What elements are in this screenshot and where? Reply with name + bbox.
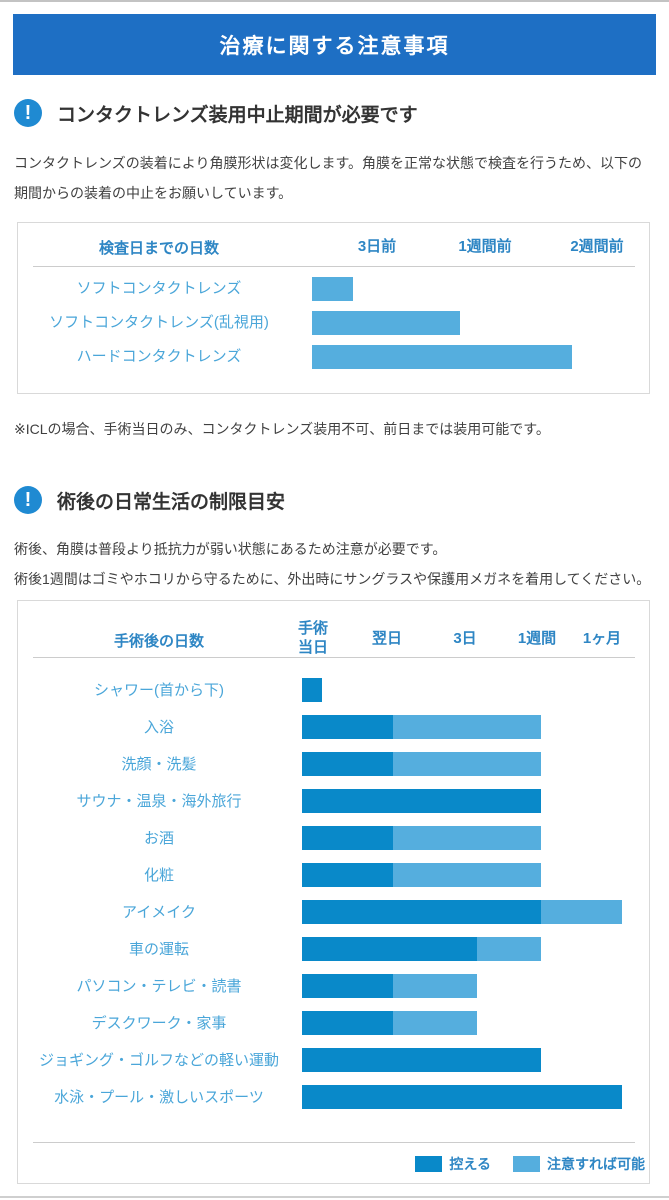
legend-label: 控える [449, 1156, 491, 1172]
caution-bar [393, 863, 541, 887]
row-label: 水泳・プール・激しいスポーツ [54, 1089, 264, 1106]
column-label: 手術 当日 [298, 619, 328, 657]
column-label-line: 翌日 [371, 630, 403, 647]
row-label: ソフトコンタクトレンズ(乱視用) [49, 314, 269, 331]
avoid-bar [302, 789, 541, 813]
exclamation-icon: ! [14, 99, 42, 127]
chart1-rows: ソフトコンタクトレンズソフトコンタクトレンズ(乱視用) ハードコンタクトレンズ [18, 272, 649, 374]
avoid-bar [302, 752, 393, 776]
section-contact-lens-heading: ! コンタクトレンズ装用中止期間が必要です [14, 99, 418, 127]
row-label: 洗顔・洗髪 [121, 756, 197, 773]
column-label-line: 当日 [297, 639, 329, 656]
avoid-bar [302, 1011, 393, 1035]
legend-swatch [415, 1156, 443, 1172]
chart-row: お酒 [18, 820, 649, 857]
chart2-footer-divider [33, 1142, 635, 1143]
page-bottom-border [0, 1196, 669, 1198]
row-label: 入浴 [143, 719, 174, 736]
chart-row: アイメイク [18, 894, 649, 931]
row-label: アイメイク [122, 904, 196, 921]
avoid-bar [302, 826, 393, 850]
row-label: サウナ・温泉・海外旅行 [76, 793, 242, 810]
body-line: 術後、角膜は普段より抵抗力が弱い状態にあるため注意が必要です。 [14, 541, 447, 557]
avoid-bar [302, 1085, 622, 1109]
caution-bar [393, 974, 477, 998]
legend-item: 控える [415, 1154, 491, 1174]
chart2-rows: シャワー(首から下) 入浴洗顔・洗髪サウナ・温泉・海外旅行 お酒化粧アイメイク車の運… [18, 672, 649, 1116]
avoid-bar [302, 1048, 541, 1072]
avoid-bar [302, 678, 322, 702]
column-label-line: 1週間 [517, 630, 557, 647]
chart-row: 車の運転 [18, 931, 649, 968]
legend-label: 注意すれば可能 [547, 1156, 645, 1172]
avoid-bar [302, 863, 393, 887]
chart-row: シャワー(首から下) [18, 672, 649, 709]
column-label: 3日 [453, 629, 476, 648]
chart-row: 化粧 [18, 857, 649, 894]
page-title: 治療に関する注意事項 [219, 34, 450, 58]
column-label: 1週間 [518, 629, 556, 648]
chart-row: ハードコンタクトレンズ [18, 340, 649, 374]
avoid-bar [302, 900, 541, 924]
legend-swatch [513, 1156, 540, 1172]
chart-row: ソフトコンタクトレンズ(乱視用) [18, 306, 649, 340]
row-label: 化粧 [143, 867, 174, 884]
column-label: 1週間前 [458, 238, 512, 255]
postop-restrictions-chart: 手術後の日数 手術当日 翌日 3日 1週間 1ヶ月 シャワー(首から下) 入浴洗顔・洗髪サ… [17, 600, 650, 1184]
exclamation-icon: ! [14, 486, 42, 514]
caution-bar [393, 1011, 477, 1035]
avoid-bar [302, 974, 393, 998]
legend-item: 注意すれば可能 [513, 1154, 645, 1174]
chart-row: ジョギング・ゴルフなどの軽い運動 [18, 1042, 649, 1079]
column-label: 翌日 [372, 629, 402, 648]
avoid-bar [302, 715, 393, 739]
section-postop-body: 術後、角膜は普段より抵抗力が弱い状態にあるため注意が必要です。 術後1週間はゴミ… [14, 534, 656, 594]
chart2-legend: 控える 注意すれば可能 [18, 1152, 645, 1176]
caution-bar [393, 752, 541, 776]
chart-row: 洗顔・洗髪 [18, 746, 649, 783]
chart1-title: 検査日までの日数 [98, 240, 219, 257]
row-label: お酒 [143, 830, 174, 847]
contact-lens-chart: 検査日までの日数 3日前 1週間前 2週間前 ソフトコンタクトレンズ ソフトコンタクト… [17, 222, 650, 394]
duration-bar [312, 311, 460, 335]
icl-note: ※ICLの場合、手術当日のみ、コンタクトレンズ装用不可、前日までは装用可能です。 [14, 421, 550, 437]
caution-bar [393, 715, 541, 739]
section-heading-text: 術後の日常生活の制限目安 [57, 491, 286, 513]
column-label: 2週間前 [570, 238, 624, 255]
row-label: 車の運転 [128, 941, 189, 958]
section-contact-lens-body: コンタクトレンズの装着により角膜形状は変化します。角膜を正常な状態で検査を行うた… [14, 155, 643, 201]
row-label: デスクワーク・家事 [91, 1015, 227, 1032]
caution-bar [393, 826, 541, 850]
column-label-line: 手術 [297, 620, 329, 637]
row-label: パソコン・テレビ・読書 [76, 978, 242, 995]
page-title-banner: 治療に関する注意事項 [13, 14, 656, 75]
body-line: 術後1週間はゴミやホコリから守るために、外出時にサングラスや保護用メガネを着用し… [14, 571, 651, 587]
caution-bar [541, 900, 622, 924]
row-label: ソフトコンタクトレンズ [76, 280, 242, 297]
section-heading-text: コンタクトレンズ装用中止期間が必要です [57, 104, 418, 126]
chart-row: パソコン・テレビ・読書 [18, 968, 649, 1005]
row-label: シャワー(首から下) [94, 682, 224, 699]
section-postop-heading: ! 術後の日常生活の制限目安 [14, 486, 285, 514]
chart-row: 水泳・プール・激しいスポーツ [18, 1079, 649, 1116]
chart-row: サウナ・温泉・海外旅行 [18, 783, 649, 820]
duration-bar [312, 345, 572, 369]
column-label: 3日前 [357, 238, 397, 255]
chart-row: ソフトコンタクトレンズ [18, 272, 649, 306]
chart2-title: 手術後の日数 [113, 633, 204, 650]
chart2-header-divider [33, 657, 635, 658]
row-label: ハードコンタクトレンズ [76, 348, 242, 365]
row-label: ジョギング・ゴルフなどの軽い運動 [38, 1052, 279, 1069]
column-label-line: 1ヶ月 [582, 630, 622, 647]
chart1-header-divider [33, 266, 635, 267]
caution-bar [477, 937, 541, 961]
chart-row: デスクワーク・家事 [18, 1005, 649, 1042]
chart-row: 入浴 [18, 709, 649, 746]
page-top-border [0, 0, 669, 2]
avoid-bar [302, 937, 477, 961]
column-label: 1ヶ月 [583, 629, 621, 648]
column-label-line: 3日 [453, 630, 477, 647]
duration-bar [312, 277, 353, 301]
